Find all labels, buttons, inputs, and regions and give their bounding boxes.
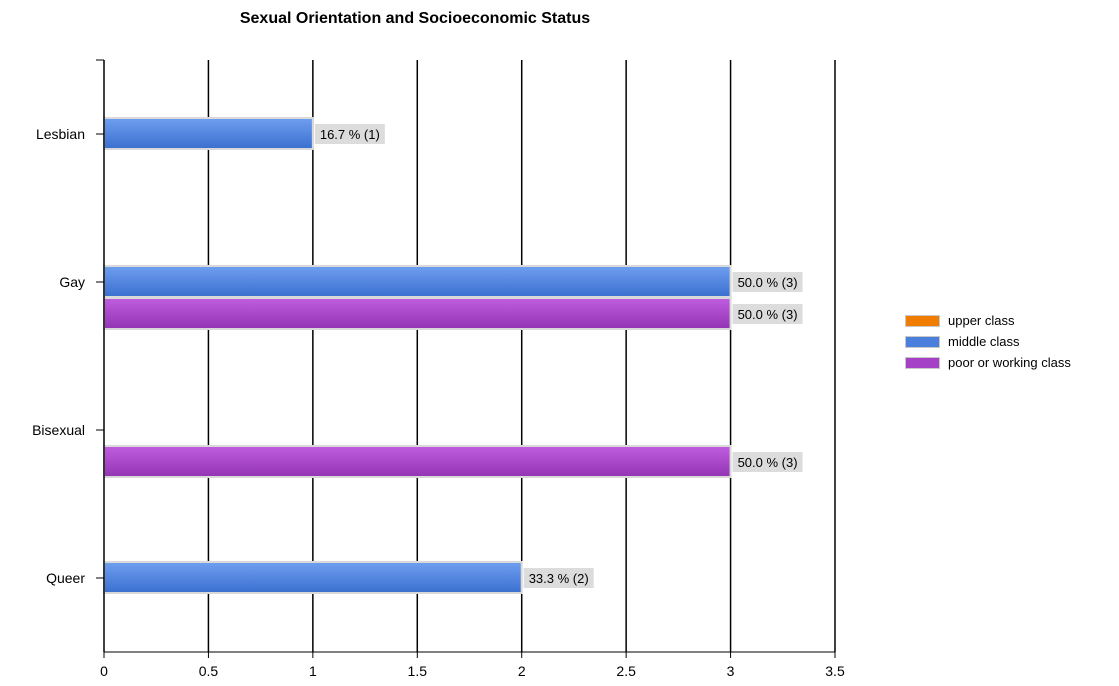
legend-label: upper class: [948, 313, 1015, 328]
legend-swatch: [905, 314, 940, 327]
x-tick-label: 0.5: [199, 663, 219, 679]
legend-label: middle class: [948, 334, 1020, 349]
y-tick-label: Gay: [59, 274, 85, 290]
y-tick-label: Bisexual: [32, 422, 85, 438]
bar: [103, 265, 732, 298]
legend-item: upper class: [905, 310, 1071, 331]
data-label-bg: [732, 452, 803, 472]
data-label: 50.0 % (3): [738, 455, 798, 470]
chart-title: Sexual Orientation and Socioeconomic Sta…: [239, 10, 591, 27]
bar: [103, 117, 314, 150]
data-label-bg: [314, 124, 385, 144]
data-label-bg: [523, 568, 594, 588]
x-tick-label: 1.5: [408, 663, 428, 679]
bar: [103, 297, 732, 330]
bar: [103, 445, 732, 478]
y-tick-label: Queer: [46, 570, 85, 586]
x-tick-label: 3: [727, 663, 735, 679]
bar: [103, 561, 523, 594]
x-tick-label: 3.5: [825, 663, 845, 679]
legend-swatch: [905, 335, 940, 348]
data-label: 50.0 % (3): [738, 307, 798, 322]
data-label: 16.7 % (1): [320, 127, 380, 142]
x-tick-label: 2: [518, 663, 526, 679]
y-tick-label: Lesbian: [36, 126, 85, 142]
legend: upper class middle class poor or working c…: [905, 310, 1071, 373]
legend-item: middle class: [905, 331, 1071, 352]
data-label: 33.3 % (2): [529, 571, 589, 586]
legend-swatch: [905, 356, 940, 369]
legend-label: poor or working class: [948, 355, 1071, 370]
data-label-bg: [732, 272, 803, 292]
x-tick-label: 2.5: [616, 663, 636, 679]
x-tick-label: 1: [309, 663, 317, 679]
x-tick-label: 0: [100, 663, 108, 679]
legend-item: poor or working class: [905, 352, 1071, 373]
data-label: 50.0 % (3): [738, 275, 798, 290]
bar-chart: 16.7 % (1) 50.0 % (3) 50.0 % (3) 50.0 % (3)…: [32, 59, 845, 679]
data-label-bg: [732, 304, 803, 324]
